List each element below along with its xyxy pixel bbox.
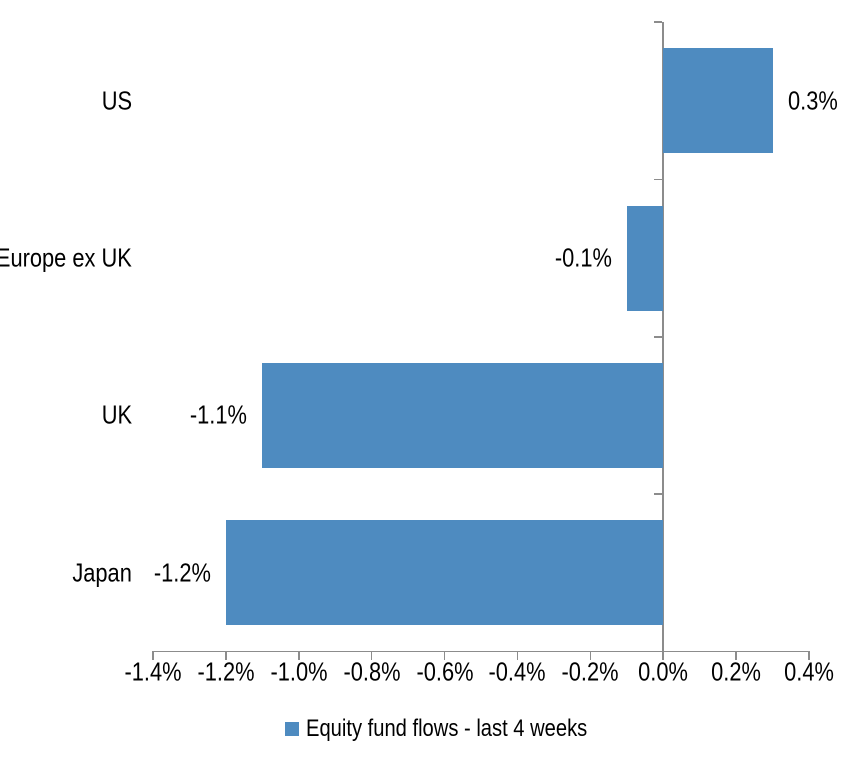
y-tick <box>654 336 663 338</box>
x-tick <box>152 651 154 660</box>
x-tick-label: 0.4% <box>784 656 834 687</box>
value-label-japan: -1.2% <box>153 557 211 588</box>
x-tick <box>443 651 446 660</box>
x-tick-label: -0.6% <box>416 656 474 687</box>
x-tick-label: -0.4% <box>488 656 546 687</box>
category-label-uk: UK <box>101 400 132 431</box>
bar-us <box>663 48 773 154</box>
x-tick <box>370 651 373 660</box>
y-tick <box>654 21 663 23</box>
category-label-japan: Japan <box>72 557 132 588</box>
value-label-europe-ex-uk: -0.1% <box>554 242 612 273</box>
x-tick-label: -1.2% <box>197 656 255 687</box>
value-label-us: 0.3% <box>787 85 838 116</box>
x-tick-label: -1.0% <box>270 656 328 687</box>
x-tick-label: 0.0% <box>638 656 689 687</box>
y-tick <box>654 493 663 495</box>
y-axis-line <box>662 22 664 652</box>
value-label-uk: -1.1% <box>190 400 248 431</box>
x-tick <box>808 651 810 660</box>
x-tick-label: 0.2% <box>711 656 762 687</box>
x-tick-label: -1.4% <box>124 656 182 687</box>
x-tick-label: -0.2% <box>561 656 619 687</box>
x-tick <box>298 651 300 660</box>
category-label-us: US <box>101 85 132 116</box>
x-tick <box>662 651 664 660</box>
bar-europe-ex-uk <box>626 205 664 311</box>
x-tick <box>225 651 227 660</box>
y-tick <box>654 178 663 181</box>
x-axis-line <box>152 650 810 653</box>
bar-uk <box>262 362 664 468</box>
x-tick <box>589 651 592 660</box>
x-tick-label: -0.8% <box>343 656 401 687</box>
legend-label: Equity fund flows - last 4 weeks <box>306 715 588 742</box>
legend-swatch-icon <box>285 722 299 736</box>
bar-japan <box>225 520 664 626</box>
category-label-europe-ex-uk: Europe ex UK <box>0 242 132 273</box>
x-tick <box>516 651 519 660</box>
x-tick <box>735 651 737 660</box>
